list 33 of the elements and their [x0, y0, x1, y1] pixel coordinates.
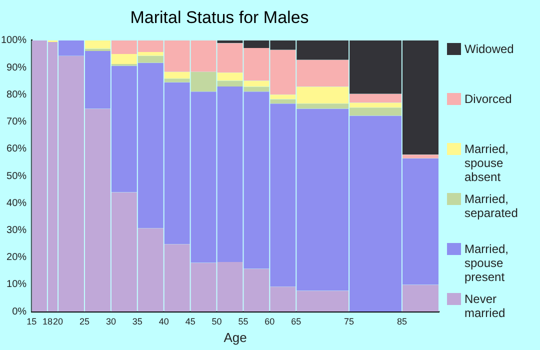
legend-label: Divorced	[464, 92, 513, 106]
x-tick-label: 25	[79, 316, 90, 326]
y-tick-label: 100%	[1, 35, 27, 46]
x-tick-label: 85	[396, 316, 407, 326]
y-tick-label: 80%	[6, 89, 27, 100]
legend-label: Married, separated	[464, 192, 519, 220]
x-tick-label: 60	[264, 316, 275, 326]
y-tick-label: 20%	[6, 252, 27, 264]
legend-label: Widowed	[464, 42, 515, 56]
y-tick-label: 40%	[6, 198, 27, 209]
x-tick-label: 65	[291, 316, 302, 326]
x-tick-label: 20	[53, 316, 64, 326]
x-tick-label: 45	[185, 316, 196, 326]
x-tick-label: 15	[26, 316, 37, 326]
chart-title: Marital Status for Males	[130, 8, 309, 27]
y-tick-label: 90%	[6, 62, 27, 74]
x-tick-label: 30	[106, 316, 116, 326]
x-axis-title: Age	[224, 330, 247, 345]
legend-label: Married, spouse absent	[464, 142, 510, 184]
legend-label: Married, spouse present	[464, 242, 510, 284]
x-tick-label: 55	[238, 316, 248, 326]
y-tick-label: 50%	[6, 170, 27, 182]
y-tick-label: 70%	[6, 116, 27, 128]
x-tick-label: 18	[42, 316, 52, 326]
x-tick-label: 75	[344, 316, 354, 326]
x-tick-label: 50	[212, 316, 222, 326]
legend-label: Never married	[464, 292, 506, 320]
y-tick-label: 0%	[12, 306, 27, 318]
y-tick-label: 30%	[6, 224, 27, 236]
y-tick-label: 10%	[6, 279, 27, 290]
x-tick-label: 40	[158, 316, 169, 326]
y-tick-label: 60%	[6, 144, 27, 155]
x-tick-label: 35	[132, 316, 142, 326]
